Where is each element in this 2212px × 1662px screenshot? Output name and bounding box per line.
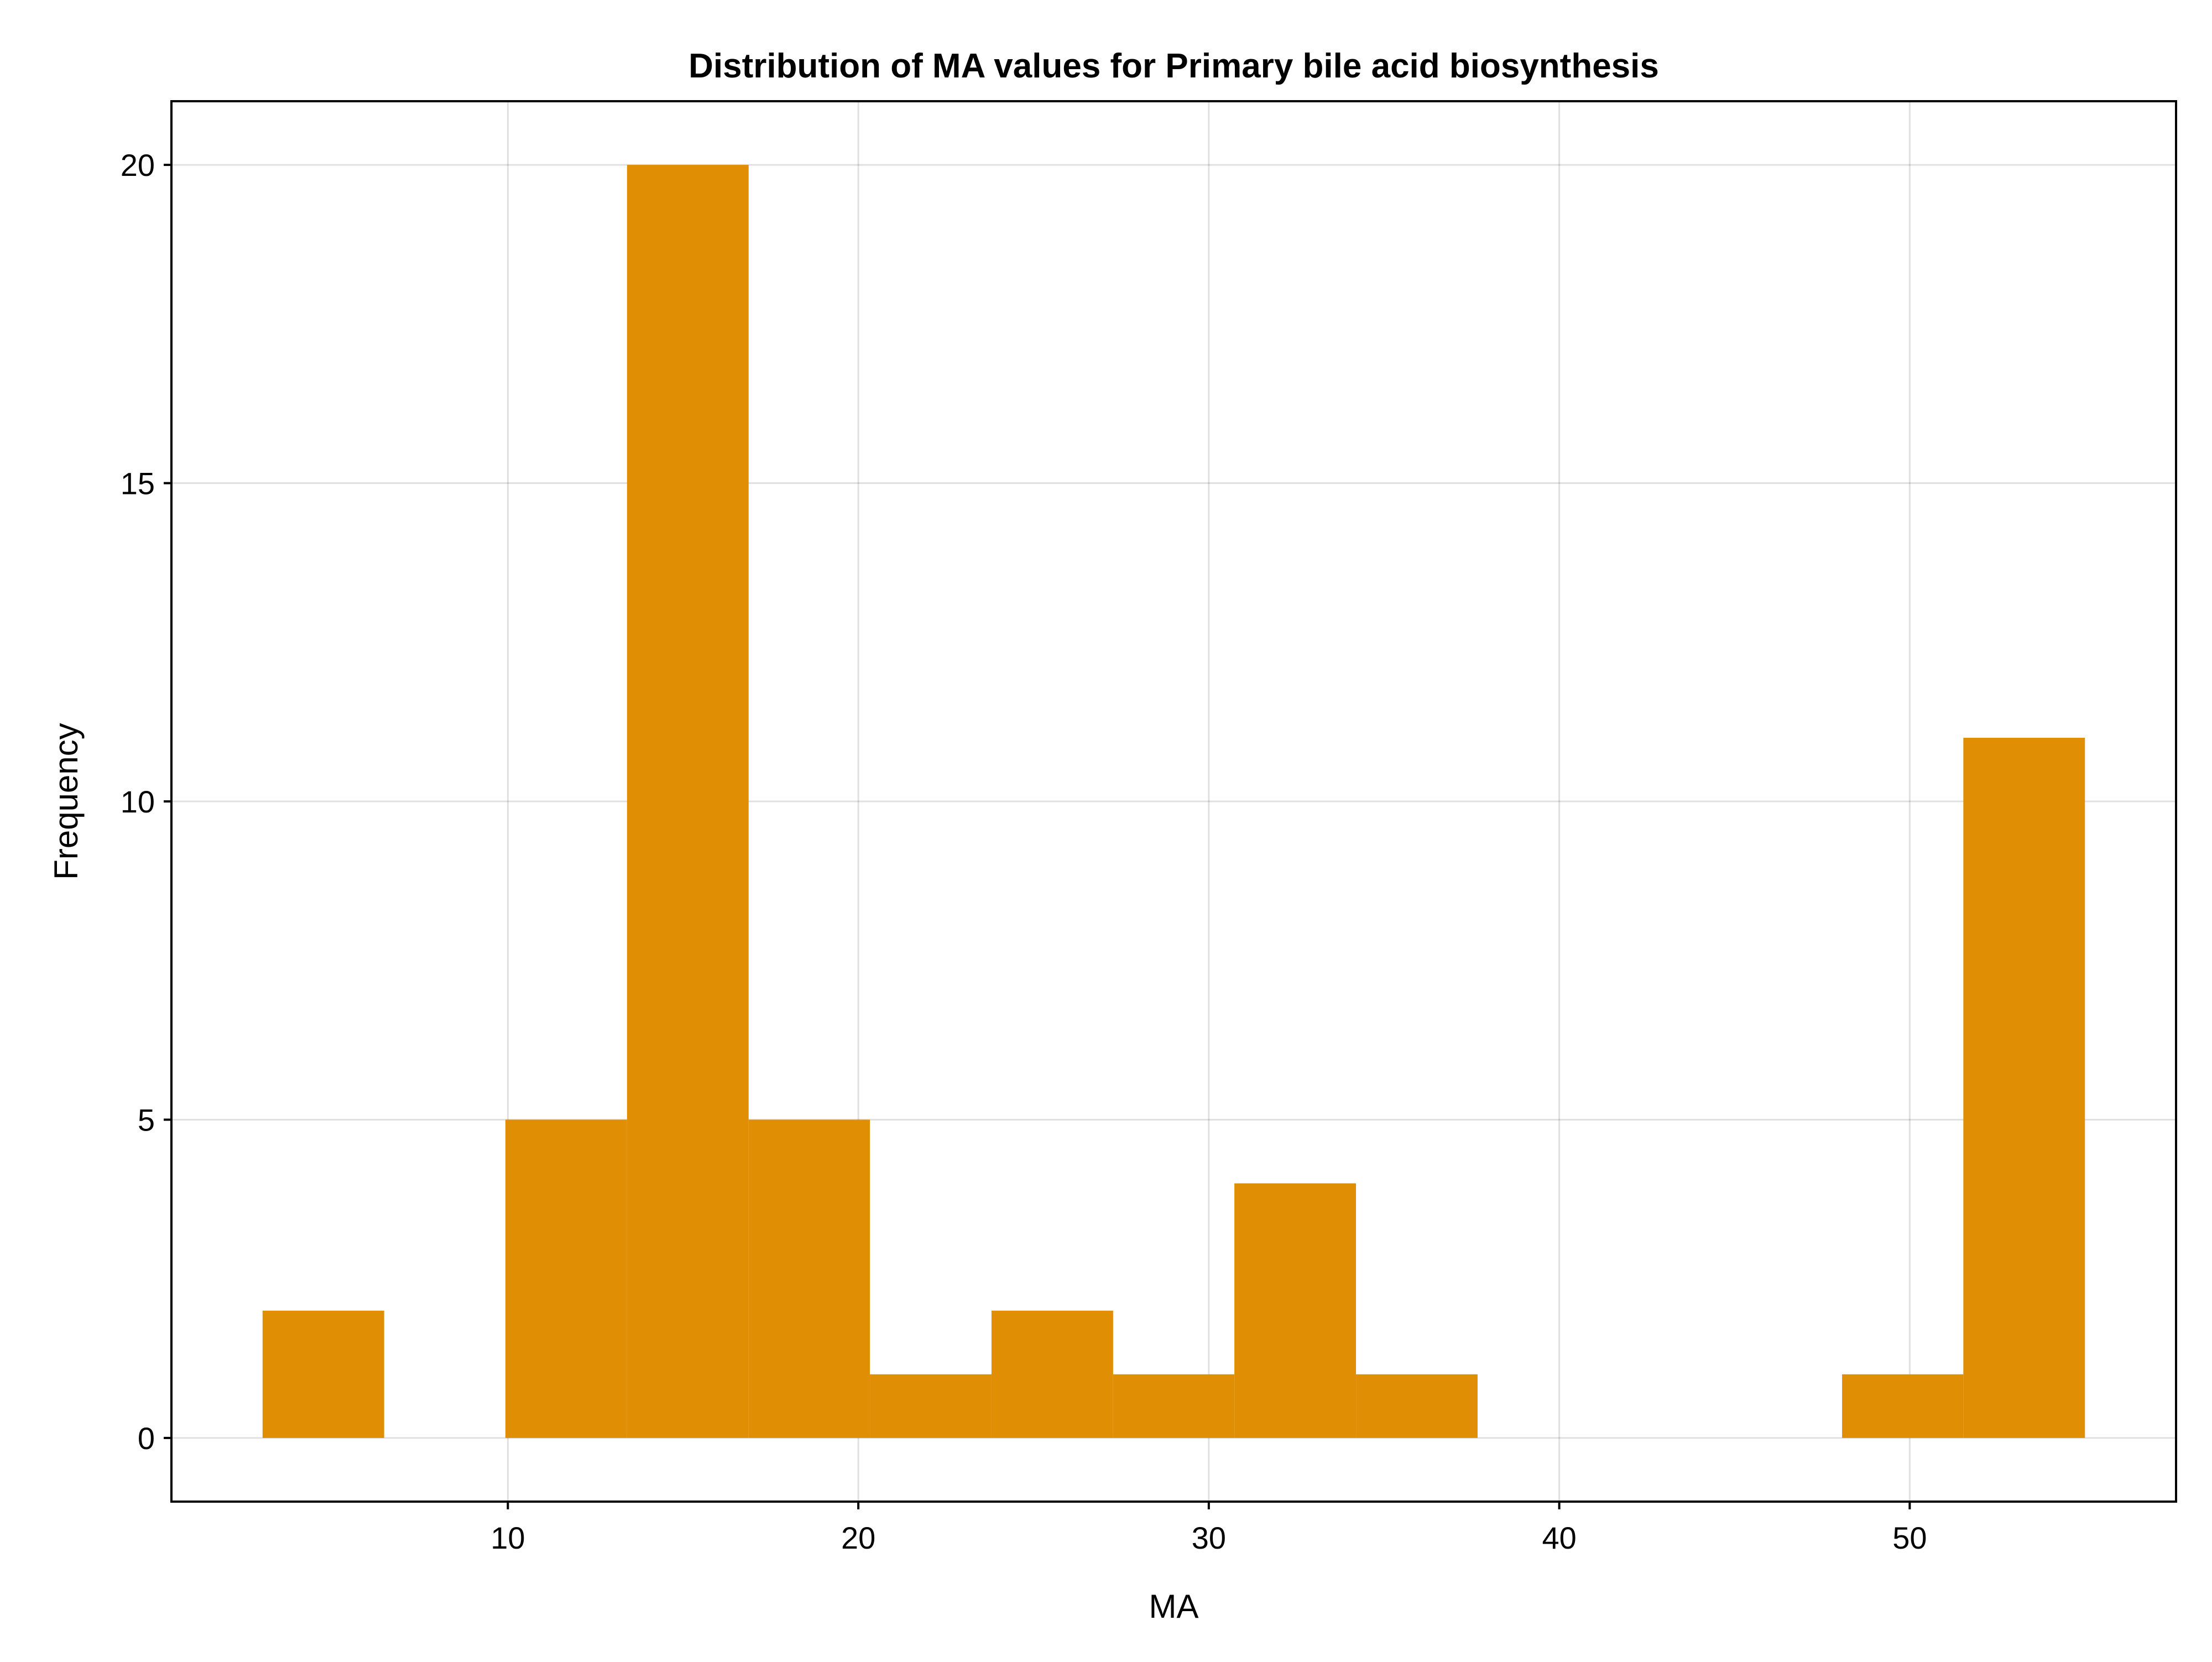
- histogram-bar: [505, 1119, 627, 1438]
- histogram-bar: [1842, 1374, 1964, 1438]
- y-axis-label: Frequency: [48, 723, 85, 879]
- chart-title: Distribution of MA values for Primary bi…: [688, 47, 1659, 85]
- x-tick-label: 10: [491, 1520, 525, 1555]
- histogram-bar: [262, 1310, 384, 1438]
- x-axis-label: MA: [1149, 1588, 1199, 1625]
- histogram-bar: [627, 165, 749, 1438]
- y-tick-label: 20: [121, 148, 155, 183]
- y-tick-label: 15: [121, 466, 155, 501]
- histogram-bar: [1963, 737, 2085, 1438]
- y-tick-label: 10: [121, 784, 155, 819]
- bars-layer: [262, 165, 2085, 1438]
- x-tick-label: 40: [1542, 1520, 1576, 1555]
- grid-layer: [171, 101, 2176, 1502]
- histogram-bar: [748, 1119, 870, 1438]
- x-tick-label: 30: [1192, 1520, 1226, 1555]
- x-tick-label: 50: [1892, 1520, 1927, 1555]
- histogram-bar: [870, 1374, 992, 1438]
- histogram-bar: [991, 1310, 1113, 1438]
- y-tick-label: 0: [138, 1421, 155, 1456]
- ticks-layer: 10 20 30 40 50 0 5 10 15 20: [121, 148, 1927, 1555]
- histogram-bar: [1113, 1374, 1235, 1438]
- histogram-bar: [1234, 1183, 1357, 1438]
- x-tick-label: 20: [841, 1520, 875, 1555]
- histogram-bar: [1356, 1374, 1478, 1438]
- y-tick-label: 5: [138, 1102, 155, 1137]
